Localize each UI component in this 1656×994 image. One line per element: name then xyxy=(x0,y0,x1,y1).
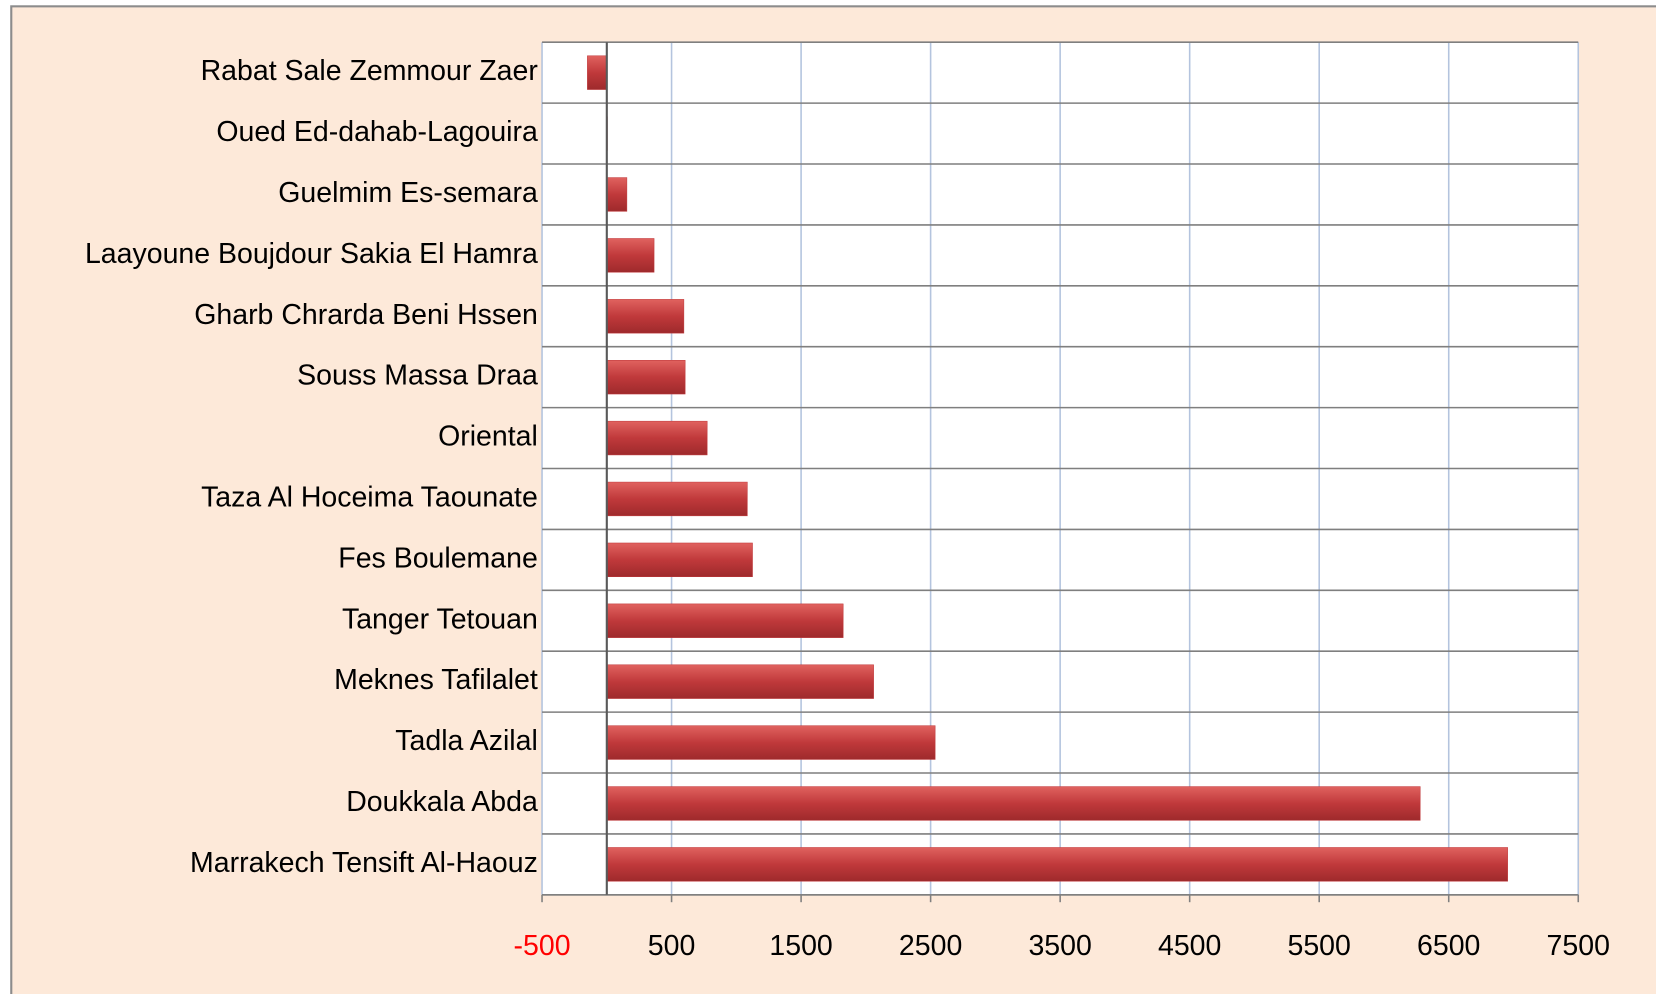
bar xyxy=(606,725,936,760)
x-tick-label: 7500 xyxy=(1547,930,1610,962)
bar xyxy=(587,55,608,90)
bar xyxy=(606,786,1421,821)
bar xyxy=(606,847,1508,882)
y-tick-label: Oued Ed-dahab-Lagouira xyxy=(216,116,538,148)
y-tick-label: Gharb Chrarda Beni Hssen xyxy=(194,299,538,331)
bar xyxy=(606,542,753,578)
y-tick-label: Doukkala Abda xyxy=(346,786,538,818)
y-tick-label: Fes Boulemane xyxy=(338,542,538,574)
bar xyxy=(606,664,874,699)
x-tick-label: 6500 xyxy=(1417,930,1480,962)
y-tick-label: Taza Al Hoceima Taounate xyxy=(201,481,538,513)
y-tick-label: Tadla Azilal xyxy=(395,725,538,757)
y-tick-label: Oriental xyxy=(438,421,538,453)
bar xyxy=(606,177,628,212)
x-tick-label: 5500 xyxy=(1288,930,1351,962)
bar xyxy=(606,481,748,517)
y-tick-label: Guelmim Es-semara xyxy=(278,177,538,209)
y-tick-label: Meknes Tafilalet xyxy=(334,664,538,696)
x-tick-label: -500 xyxy=(514,930,571,962)
bar xyxy=(606,603,844,638)
y-tick-label: Laayoune Boujdour Sakia El Hamra xyxy=(85,238,538,270)
y-tick-label: Marrakech Tensift Al-Haouz xyxy=(190,847,538,879)
y-tick-label: Rabat Sale Zemmour Zaer xyxy=(201,55,539,87)
y-tick-label: Tanger Tetouan xyxy=(342,603,538,635)
bar xyxy=(606,420,708,456)
x-tick-label: 3500 xyxy=(1028,930,1091,962)
x-tick-label: 500 xyxy=(648,930,696,962)
x-tick-label: 1500 xyxy=(769,930,832,962)
bar xyxy=(606,238,655,273)
x-tick-label: 2500 xyxy=(899,930,962,962)
y-tick-label: Souss Massa Draa xyxy=(297,360,538,392)
x-tick-label: 4500 xyxy=(1158,930,1221,962)
bar xyxy=(606,360,686,395)
bar xyxy=(606,299,685,334)
